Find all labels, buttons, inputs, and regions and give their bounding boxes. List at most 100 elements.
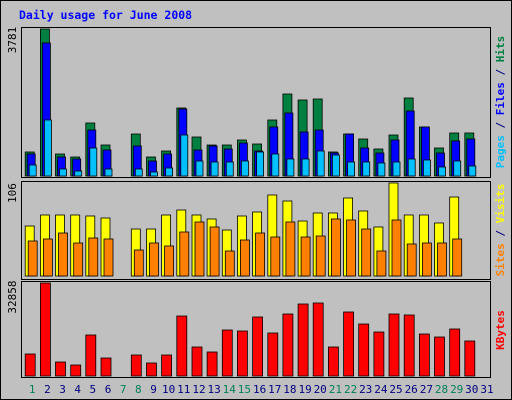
middle-sites-bar-day-4 bbox=[73, 242, 84, 277]
panel-top-bars bbox=[24, 28, 477, 177]
bottom-kbytes-bar-day-16 bbox=[252, 316, 264, 377]
top-pages-bar-day-27 bbox=[422, 159, 431, 177]
day-label-6: 6 bbox=[105, 383, 112, 396]
bottom-kbytes-bar-day-18 bbox=[282, 313, 294, 377]
bottom-kbytes-bar-day-21 bbox=[327, 346, 339, 377]
day-label-24: 24 bbox=[374, 383, 388, 396]
panel-bottom-bars bbox=[24, 282, 476, 377]
panel-kbytes: 32858 KBytes bbox=[6, 280, 507, 378]
day-label-28: 28 bbox=[435, 383, 448, 396]
middle-sites-bar-day-27 bbox=[421, 242, 432, 277]
bottom-kbytes-bar-day-26 bbox=[403, 314, 415, 377]
top-pages-bar-day-9 bbox=[150, 171, 158, 177]
bottom-kbytes-bar-day-10 bbox=[161, 354, 173, 377]
bottom-axis-label-text: KBytes bbox=[494, 310, 507, 350]
panel-middle-max-label: 106 bbox=[6, 183, 19, 203]
day-label-8: 8 bbox=[135, 383, 142, 396]
panel-top-axis-label: Pages / Files / Hits bbox=[494, 36, 507, 169]
top-axis-label-text: Pages / Files / Hits bbox=[494, 36, 507, 169]
day-label-29: 29 bbox=[450, 383, 463, 396]
panel-middle-axis-label: Sites / Visits bbox=[494, 184, 507, 277]
middle-sites-bar-day-1 bbox=[27, 240, 38, 277]
bottom-kbytes-bar-day-27 bbox=[418, 333, 430, 377]
bottom-kbytes-bar-day-25 bbox=[388, 313, 400, 377]
top-axis-label-part-4: Hits bbox=[494, 36, 507, 63]
top-pages-bar-day-6 bbox=[104, 168, 113, 177]
middle-sites-bar-day-23 bbox=[361, 228, 372, 277]
bottom-kbytes-bar-day-14 bbox=[221, 329, 233, 377]
bottom-kbytes-bar-day-28 bbox=[434, 336, 445, 377]
middle-axis-label-part-2: Visits bbox=[494, 184, 507, 224]
top-pages-bar-day-30 bbox=[468, 165, 477, 177]
day-label-27: 27 bbox=[420, 383, 433, 396]
top-pages-bar-day-4 bbox=[74, 170, 83, 177]
day-label-14: 14 bbox=[223, 383, 237, 396]
top-pages-bar-day-16 bbox=[256, 151, 265, 177]
bottom-kbytes-bar-day-23 bbox=[358, 323, 370, 377]
top-pages-bar-day-11 bbox=[180, 134, 189, 177]
top-axis-label-part-3: / bbox=[494, 62, 507, 82]
day-label-19: 19 bbox=[298, 383, 311, 396]
day-label-23: 23 bbox=[359, 383, 372, 396]
day-label-26: 26 bbox=[405, 383, 418, 396]
day-label-20: 20 bbox=[314, 383, 327, 396]
top-pages-bar-day-29 bbox=[453, 160, 462, 177]
bottom-kbytes-bar-day-29 bbox=[449, 328, 461, 377]
middle-axis-label-part-0: Sites bbox=[494, 243, 507, 276]
bottom-kbytes-bar-day-12 bbox=[191, 346, 203, 377]
middle-sites-bar-day-24 bbox=[376, 250, 387, 277]
top-pages-bar-day-1 bbox=[28, 164, 37, 177]
top-pages-bar-day-21 bbox=[331, 154, 340, 177]
day-label-10: 10 bbox=[162, 383, 175, 396]
top-pages-bar-day-17 bbox=[271, 153, 280, 177]
top-pages-bar-day-8 bbox=[134, 168, 143, 177]
middle-sites-bar-day-20 bbox=[315, 235, 326, 277]
middle-axis-label-text: Sites / Visits bbox=[494, 184, 507, 277]
day-label-25: 25 bbox=[389, 383, 402, 396]
bottom-kbytes-bar-day-6 bbox=[100, 357, 112, 377]
day-label-11: 11 bbox=[177, 383, 190, 396]
middle-sites-bar-day-13 bbox=[209, 226, 220, 277]
panel-middle-bars bbox=[24, 182, 463, 277]
top-pages-bar-day-3 bbox=[59, 168, 67, 177]
middle-sites-bar-day-25 bbox=[391, 219, 402, 277]
middle-sites-bar-day-16 bbox=[255, 232, 266, 277]
top-pages-bar-day-14 bbox=[225, 161, 234, 177]
middle-sites-bar-day-29 bbox=[452, 238, 463, 277]
day-label-2: 2 bbox=[44, 383, 51, 396]
bottom-kbytes-bar-day-30 bbox=[464, 340, 476, 377]
top-pages-bar-day-25 bbox=[392, 161, 401, 177]
panel-top-max-label: 3781 bbox=[6, 27, 19, 54]
middle-sites-bar-day-21 bbox=[330, 218, 341, 277]
day-label-5: 5 bbox=[89, 383, 96, 396]
day-label-21: 21 bbox=[329, 383, 342, 396]
middle-sites-bar-day-2 bbox=[43, 238, 53, 277]
top-axis-label-part-0: Pages bbox=[494, 135, 507, 168]
day-label-12: 12 bbox=[192, 383, 205, 396]
middle-axis-label-part-1: / bbox=[494, 223, 507, 243]
day-label-22: 22 bbox=[344, 383, 357, 396]
day-label-15: 15 bbox=[238, 383, 251, 396]
middle-sites-bar-day-28 bbox=[437, 242, 447, 277]
middle-sites-bar-day-26 bbox=[406, 243, 417, 277]
day-label-16: 16 bbox=[253, 383, 266, 396]
day-label-17: 17 bbox=[268, 383, 281, 396]
top-pages-bar-day-24 bbox=[377, 162, 386, 177]
day-label-18: 18 bbox=[283, 383, 296, 396]
bottom-kbytes-bar-day-20 bbox=[312, 302, 324, 377]
middle-sites-bar-day-5 bbox=[88, 237, 99, 277]
panel-hits-files-pages: 3781 Pages / Files / Hits bbox=[6, 27, 507, 178]
top-pages-bar-day-5 bbox=[89, 147, 98, 177]
bottom-kbytes-bar-day-4 bbox=[70, 364, 82, 377]
bottom-kbytes-bar-day-3 bbox=[55, 361, 66, 377]
middle-sites-bar-day-15 bbox=[239, 239, 250, 277]
middle-sites-bar-day-17 bbox=[270, 236, 281, 277]
top-pages-bar-day-20 bbox=[316, 150, 325, 177]
top-pages-bar-day-12 bbox=[195, 160, 204, 177]
middle-sites-bar-day-6 bbox=[103, 238, 114, 277]
top-pages-bar-day-13 bbox=[210, 161, 219, 177]
middle-sites-bar-day-11 bbox=[179, 231, 190, 277]
top-pages-bar-day-23 bbox=[362, 161, 371, 177]
bottom-kbytes-bar-day-24 bbox=[373, 331, 385, 377]
